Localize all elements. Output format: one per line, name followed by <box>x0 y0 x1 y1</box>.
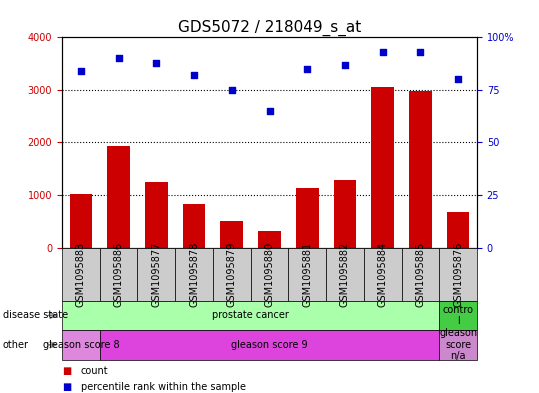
Text: disease state: disease state <box>3 310 68 320</box>
Bar <box>447 212 469 248</box>
Point <box>77 68 85 74</box>
Text: GSM1095884: GSM1095884 <box>378 242 388 307</box>
Text: prostate cancer: prostate cancer <box>212 310 289 320</box>
Point <box>378 49 387 55</box>
Bar <box>183 204 205 248</box>
Point <box>190 72 198 78</box>
Text: gleason score 9: gleason score 9 <box>231 340 308 350</box>
Point <box>416 49 425 55</box>
Text: GSM1095877: GSM1095877 <box>151 241 161 307</box>
Bar <box>145 182 168 248</box>
Bar <box>258 231 281 248</box>
Text: contro
l: contro l <box>443 305 474 326</box>
Text: GSM1095885: GSM1095885 <box>416 241 425 307</box>
Text: percentile rank within the sample: percentile rank within the sample <box>81 382 246 392</box>
Title: GDS5072 / 218049_s_at: GDS5072 / 218049_s_at <box>178 20 361 36</box>
Bar <box>409 91 432 248</box>
Text: ■: ■ <box>62 366 71 376</box>
Point <box>303 66 312 72</box>
Text: ■: ■ <box>62 382 71 392</box>
Text: GSM1095878: GSM1095878 <box>189 241 199 307</box>
Bar <box>334 180 356 248</box>
Text: gleason score 8: gleason score 8 <box>43 340 119 350</box>
Bar <box>70 194 92 248</box>
Point <box>454 76 462 83</box>
Text: GSM1095879: GSM1095879 <box>227 241 237 307</box>
Text: GSM1095881: GSM1095881 <box>302 242 312 307</box>
Text: GSM1095883: GSM1095883 <box>76 242 86 307</box>
Bar <box>220 221 243 248</box>
Text: GSM1095880: GSM1095880 <box>265 242 274 307</box>
Bar <box>107 146 130 248</box>
Text: GSM1095882: GSM1095882 <box>340 241 350 307</box>
Point <box>227 87 236 93</box>
Bar <box>296 188 319 248</box>
Text: other: other <box>3 340 29 350</box>
Point <box>152 59 161 66</box>
Text: count: count <box>81 366 108 376</box>
Point <box>114 55 123 61</box>
Text: GSM1095886: GSM1095886 <box>114 242 123 307</box>
Text: gleason
score
n/a: gleason score n/a <box>439 328 477 362</box>
Point <box>265 108 274 114</box>
Bar <box>371 87 394 248</box>
Point <box>341 62 349 68</box>
Text: GSM1095876: GSM1095876 <box>453 241 463 307</box>
